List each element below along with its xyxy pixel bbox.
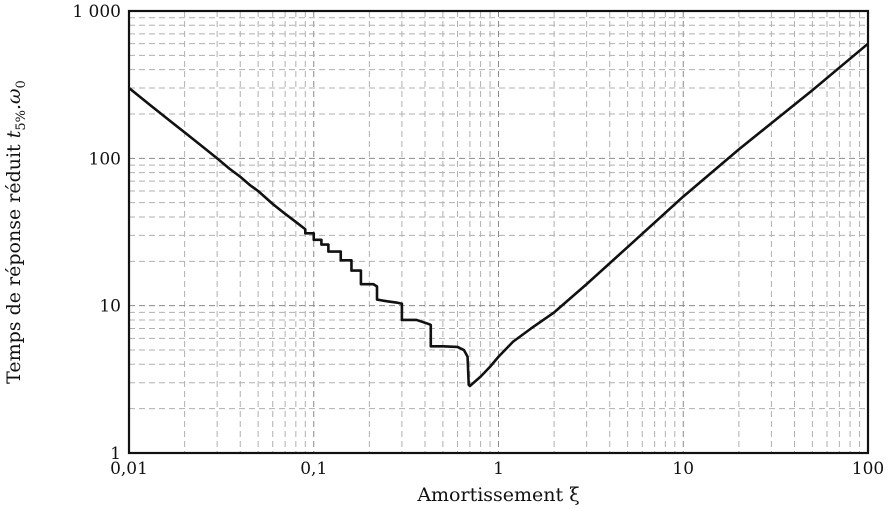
y-tick-label: 100 <box>89 149 121 169</box>
y-axis-label-suffix: .ω <box>3 88 25 110</box>
y-axis-label-var: t <box>3 130 25 138</box>
x-tick-label: 0,01 <box>110 459 148 479</box>
y-axis-label-sub: 5% <box>14 110 29 131</box>
y-tick-label: 1 <box>110 444 121 464</box>
y-tick-labels: 1 10 100 1 000 <box>72 2 121 464</box>
x-axis-label: Amortissement ξ <box>416 484 579 506</box>
plot-frame <box>127 9 870 455</box>
x-tick-label: 0,1 <box>300 459 327 479</box>
y-axis-label-sub2: 0 <box>14 80 29 88</box>
x-tick-label: 1 <box>493 459 504 479</box>
y-tick-label: 10 <box>99 297 121 317</box>
x-tick-labels: 0,01 0,1 1 10 100 <box>110 459 884 479</box>
series-line <box>128 42 869 388</box>
y-tick-label: 1 000 <box>72 2 121 22</box>
grid <box>129 11 868 453</box>
y-axis-label: Temps de réponse réduit t5%.ω0 <box>3 80 29 384</box>
y-axis-label-text: Temps de réponse réduit <box>3 138 25 384</box>
x-tick-label: 10 <box>672 459 694 479</box>
x-tick-label: 100 <box>852 459 884 479</box>
